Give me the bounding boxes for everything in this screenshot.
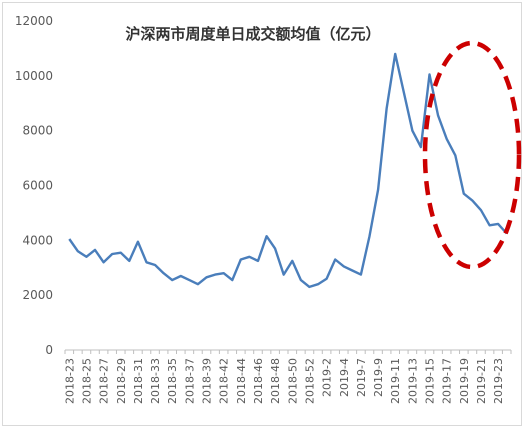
x-tick-label: 2019-11 <box>389 358 402 404</box>
data-point <box>470 199 474 203</box>
x-tick-label: 2019-17 <box>441 358 454 404</box>
chart-frame: 沪深两市周度单日成交额均值（亿元） 0 2000 4000 6000 8000 10000… <box>2 2 522 426</box>
data-point <box>273 247 277 251</box>
y-tick-label: 6000 <box>22 179 53 193</box>
data-point <box>307 285 311 289</box>
data-point <box>316 282 320 286</box>
data-point <box>325 277 329 281</box>
series-line <box>68 52 508 289</box>
data-point <box>205 275 209 279</box>
data-point <box>367 234 371 238</box>
x-tick-label: 2018-39 <box>201 358 214 404</box>
x-tick-label: 2019-9 <box>372 358 385 397</box>
data-point <box>385 107 389 111</box>
data-point <box>110 252 114 256</box>
x-tick-label: 2018-37 <box>183 358 196 404</box>
x-tick-label: 2019-13 <box>406 358 419 404</box>
line-chart: 沪深两市周度单日成交额均值（亿元） 0 2000 4000 6000 8000 10000… <box>15 14 522 404</box>
data-point <box>84 255 88 259</box>
data-point <box>239 258 243 262</box>
data-point <box>410 129 414 133</box>
x-tick-label: 2018-46 <box>252 358 265 404</box>
data-point <box>428 72 432 76</box>
data-point <box>256 259 260 263</box>
x-tick-label: 2018-27 <box>98 358 111 404</box>
data-point <box>127 259 131 263</box>
x-tick-label: 2019-7 <box>355 358 368 397</box>
data-point <box>230 278 234 282</box>
data-point <box>299 278 303 282</box>
data-point <box>282 273 286 277</box>
y-tick-label: 2000 <box>22 288 53 302</box>
data-point <box>179 274 183 278</box>
data-point <box>247 255 251 259</box>
data-point <box>170 278 174 282</box>
data-point <box>342 264 346 268</box>
data-point <box>453 153 457 157</box>
x-tick-label: 2018-25 <box>80 358 93 404</box>
data-point <box>419 145 423 149</box>
x-tick-label: 2018-29 <box>115 358 128 404</box>
data-point <box>187 278 191 282</box>
data-point <box>290 259 294 263</box>
data-point <box>496 222 500 226</box>
y-tick-label: 8000 <box>22 124 53 138</box>
x-tick-label: 2019-15 <box>424 358 437 404</box>
x-tick-label: 2018-48 <box>269 358 282 404</box>
x-tick-label: 2019-2 <box>321 358 334 397</box>
data-point <box>119 251 123 255</box>
x-tick-label: 2018-35 <box>166 358 179 404</box>
data-point <box>462 192 466 196</box>
data-point <box>153 263 157 267</box>
chart-title: 沪深两市周度单日成交额均值（亿元） <box>125 25 380 43</box>
x-tick-label: 2018-33 <box>149 358 162 404</box>
data-point <box>196 282 200 286</box>
data-point <box>402 90 406 94</box>
data-point <box>67 237 71 241</box>
x-tick-label: 2018-31 <box>132 358 145 404</box>
x-tick-label: 2019-4 <box>338 358 351 397</box>
data-point <box>436 114 440 118</box>
data-point <box>136 240 140 244</box>
x-tick-label: 2018-44 <box>235 358 248 404</box>
x-tick-label: 2018-42 <box>218 358 231 404</box>
data-point <box>479 208 483 212</box>
y-tick-label: 10000 <box>15 69 53 83</box>
x-tick-label: 2019-19 <box>458 358 471 404</box>
x-tick-label: 2019-21 <box>475 358 488 404</box>
y-tick-label: 12000 <box>15 14 53 28</box>
data-point <box>93 248 97 252</box>
x-tick-label: 2018-52 <box>303 358 316 404</box>
x-tick-label: 2019-23 <box>492 358 505 404</box>
data-point <box>333 258 337 262</box>
data-point <box>488 223 492 227</box>
data-point <box>393 52 397 56</box>
data-point <box>76 249 80 253</box>
y-axis: 0 2000 4000 6000 8000 10000 12000 <box>15 14 53 357</box>
data-point <box>445 137 449 141</box>
x-axis: 2018-23 2018-25 2018-27 2018-29 2018-31 2018-… <box>63 350 512 404</box>
x-tick-label: 2018-50 <box>286 358 299 404</box>
data-point <box>350 268 354 272</box>
highlight-ellipse <box>422 40 522 270</box>
data-point <box>265 234 269 238</box>
data-point <box>376 188 380 192</box>
data-point <box>222 271 226 275</box>
data-point <box>213 273 217 277</box>
y-tick-label: 4000 <box>22 233 53 247</box>
data-point <box>102 260 106 264</box>
x-tick-label: 2018-23 <box>63 358 76 404</box>
data-point <box>359 273 363 277</box>
data-point <box>162 271 166 275</box>
y-tick-label: 0 <box>45 343 53 357</box>
data-point <box>144 260 148 264</box>
